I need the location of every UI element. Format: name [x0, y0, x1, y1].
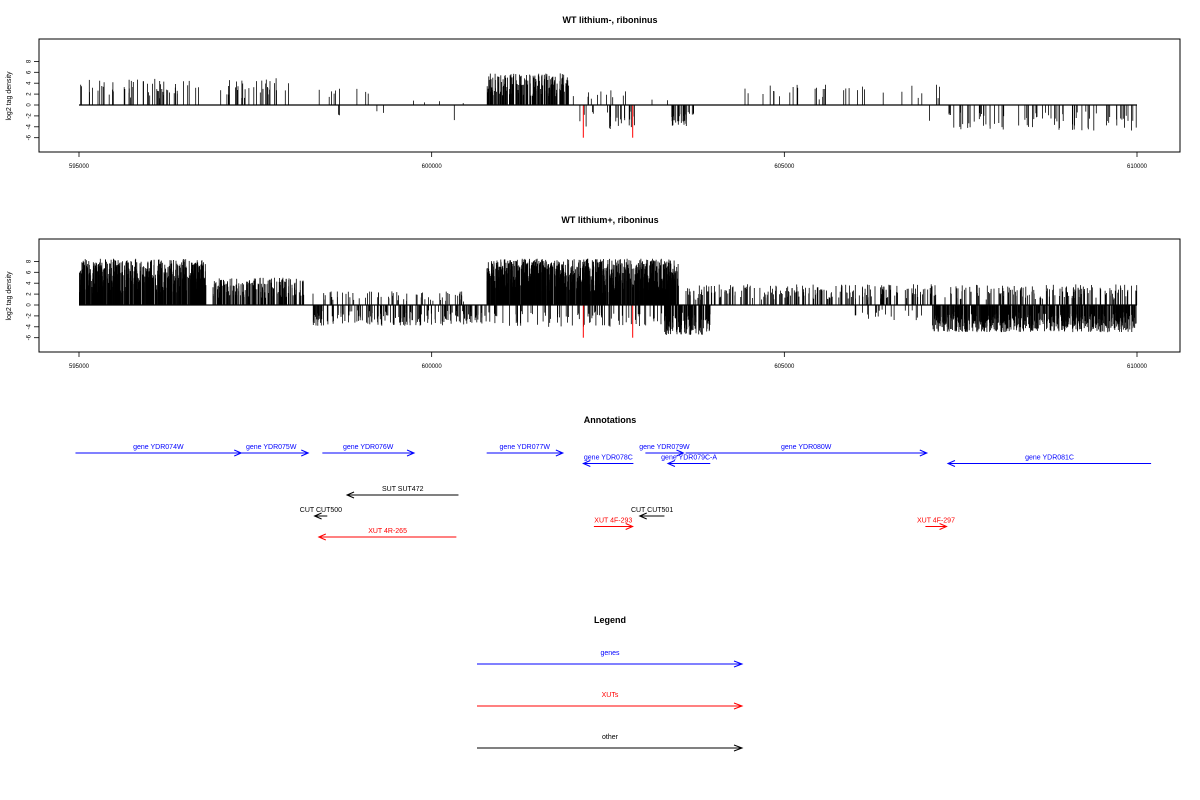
track-panel-lithium-minus: WT lithium-, riboninus log2 tag density … [6, 15, 1181, 170]
y-tick-label: -2 [27, 113, 33, 119]
annotation-feature: gene YDR079C-A [661, 455, 717, 467]
annotation-feature: CUT CUT500 [300, 507, 342, 520]
y-tick-label: -6 [27, 134, 33, 140]
annotation-feature: gene YDR078C [582, 455, 634, 467]
annotations-panel: Annotations gene YDR074W gene YDR075W gene… [75, 415, 1152, 541]
y-tick-label: -4 [27, 323, 33, 329]
annotations-title: Annotations [584, 415, 637, 425]
arrowhead [555, 449, 565, 457]
annotation-feature: gene YDR074W [75, 444, 243, 457]
legend-label: XUTs [602, 692, 619, 699]
y-tick-label: -2 [27, 313, 33, 319]
x-axis: 595000 600000 605000 610000 [69, 152, 1148, 170]
legend: Legend genes XUTs other [477, 615, 744, 752]
y-tick-label: 4 [27, 281, 33, 285]
arrowhead [666, 460, 676, 467]
feature-label: XUT 4F-293 [594, 518, 632, 525]
arrowhead [345, 491, 355, 499]
feature-label: gene YDR075W [246, 444, 297, 451]
annotation-feature: XUT 4R-265 [317, 528, 457, 541]
y-tick-label: -6 [27, 334, 33, 340]
x-tick-label: 605000 [774, 364, 795, 370]
arrowhead [939, 523, 948, 530]
x-tick-label: 595000 [69, 164, 90, 170]
legend-item: other [477, 734, 744, 752]
legend-item: XUTs [477, 692, 744, 710]
annotation-features: gene YDR074W gene YDR075W gene YDR076W gene… [75, 444, 1152, 541]
legend-title: Legend [594, 615, 626, 625]
legend-items: genes XUTs other [477, 650, 744, 752]
x-tick-label: 610000 [1127, 364, 1148, 370]
y-axis-label: log2 tag density [6, 271, 13, 321]
y-tick-label: 0 [27, 303, 33, 307]
y-axis: -6 -4 -2 0 2 4 6 8 [27, 259, 39, 340]
annotation-feature: XUT 4F-297 [917, 518, 955, 530]
feature-label: gene YDR077W [500, 444, 551, 451]
y-tick-label: 6 [27, 70, 33, 74]
annotation-feature: gene YDR079W [639, 444, 690, 457]
plot-frame [38, 238, 1181, 353]
y-tick-label: 8 [27, 59, 33, 63]
arrowhead [733, 744, 744, 752]
y-tick-label: -4 [27, 123, 33, 129]
feature-label: CUT CUT501 [631, 507, 673, 514]
arrowhead [625, 523, 634, 530]
x-tick-label: 600000 [422, 364, 443, 370]
y-tick-label: 2 [27, 92, 33, 96]
panel-title: WT lithium-, riboninus [563, 15, 658, 25]
annotation-feature: gene YDR080W [685, 444, 929, 457]
arrowhead [313, 512, 322, 520]
y-tick-label: 2 [27, 292, 33, 296]
plot-frame [38, 38, 1181, 153]
bar-series [79, 73, 1137, 138]
panel-title: WT lithium+, riboninus [561, 215, 658, 225]
feature-label: gene YDR081C [1025, 455, 1074, 462]
arrowhead [406, 449, 416, 457]
annotation-feature: CUT CUT501 [631, 507, 673, 520]
x-tick-label: 595000 [69, 364, 90, 370]
legend-item: genes [477, 650, 744, 668]
legend-label: genes [600, 650, 620, 657]
y-tick-label: 6 [27, 270, 33, 274]
bar-series [79, 258, 1138, 338]
arrowhead [733, 702, 744, 710]
legend-label: other [602, 734, 619, 741]
x-tick-label: 610000 [1127, 164, 1148, 170]
arrowhead [301, 449, 310, 457]
annotation-feature: gene YDR075W [234, 444, 310, 457]
x-tick-label: 600000 [422, 164, 443, 170]
arrowhead [676, 449, 685, 457]
feature-label: gene YDR079C-A [661, 455, 717, 462]
y-tick-label: 8 [27, 259, 33, 263]
feature-label: XUT 4F-297 [917, 518, 955, 525]
y-tick-label: 0 [27, 103, 33, 107]
arrowhead [638, 512, 647, 520]
feature-label: SUT SUT472 [382, 486, 424, 493]
feature-label: gene YDR080W [781, 444, 832, 451]
feature-label: gene YDR076W [343, 444, 394, 451]
feature-label: CUT CUT500 [300, 507, 342, 514]
arrowhead [946, 460, 956, 467]
annotation-feature: SUT SUT472 [345, 486, 459, 499]
annotation-feature: gene YDR077W [486, 444, 565, 457]
arrowhead [582, 460, 591, 467]
annotation-feature: XUT 4F-293 [593, 518, 634, 530]
arrowhead [317, 533, 327, 541]
annotation-feature: gene YDR081C [946, 455, 1152, 467]
arrowhead [733, 660, 744, 668]
arrowhead [919, 449, 929, 457]
feature-label: XUT 4R-265 [368, 528, 407, 535]
feature-label: gene YDR079W [639, 444, 690, 451]
annotation-feature: gene YDR076W [322, 444, 416, 457]
y-axis: -6 -4 -2 0 2 4 6 8 [27, 59, 39, 140]
x-axis: 595000 600000 605000 610000 [69, 352, 1148, 370]
y-tick-label: 4 [27, 81, 33, 85]
feature-label: gene YDR074W [133, 444, 184, 451]
x-tick-label: 605000 [774, 164, 795, 170]
y-axis-label: log2 tag density [6, 71, 13, 121]
track-panel-lithium-plus: WT lithium+, riboninus log2 tag density … [6, 215, 1181, 370]
feature-label: gene YDR078C [584, 455, 633, 462]
